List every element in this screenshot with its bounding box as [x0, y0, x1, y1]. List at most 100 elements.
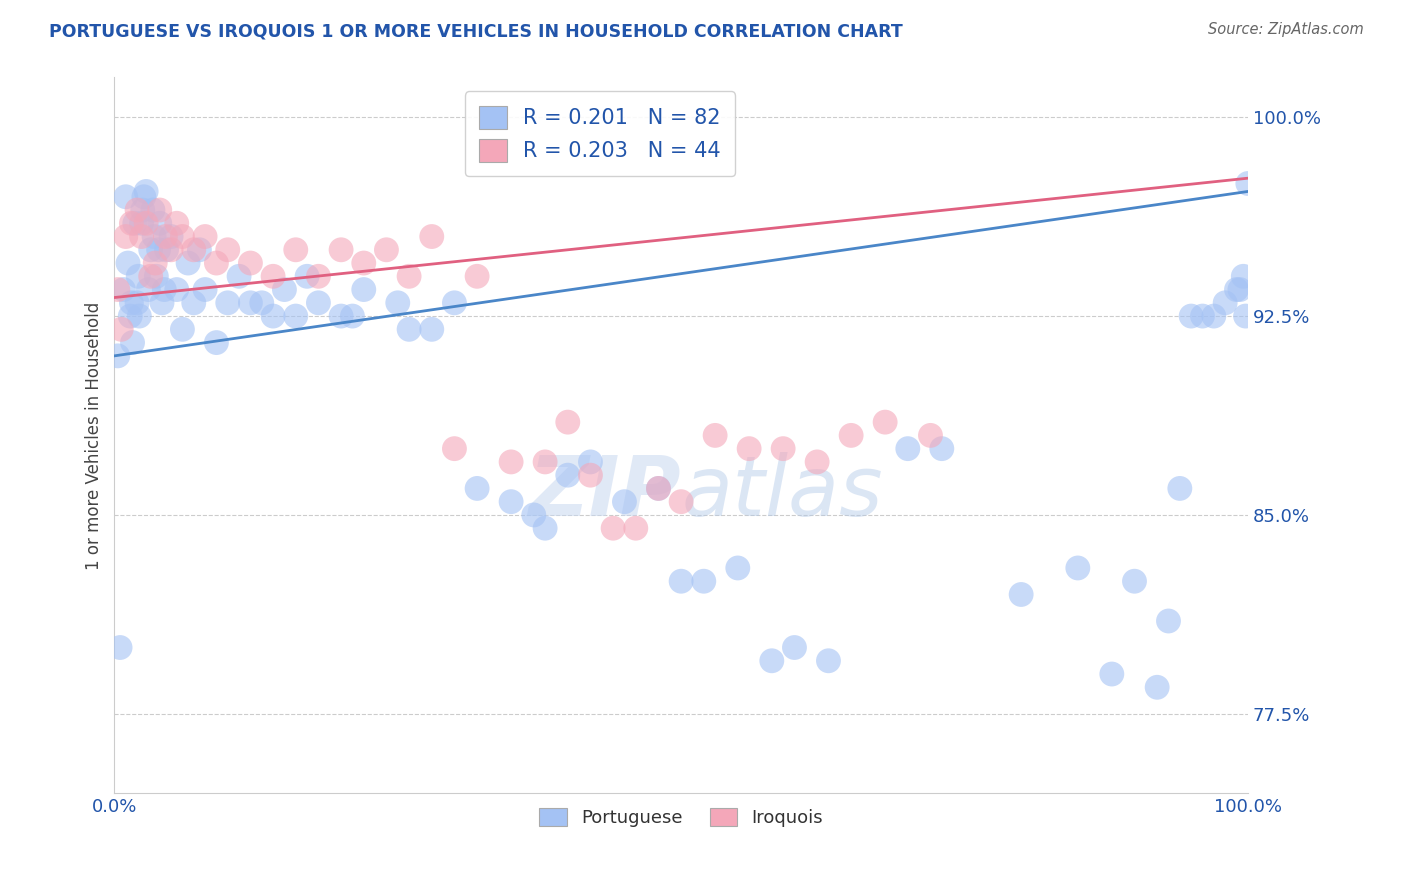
Point [132, 202, 155, 217]
Point [149, 216, 172, 230]
Point [557, 415, 579, 429]
Point [239, 295, 262, 310]
Point [228, 269, 250, 284]
Point [465, 482, 488, 496]
Point [217, 295, 239, 310]
Point [284, 243, 307, 257]
Point [121, 335, 143, 350]
Point [125, 202, 148, 217]
Point [1202, 309, 1225, 323]
Point [183, 295, 205, 310]
Point [148, 243, 170, 257]
Point [142, 202, 165, 217]
Point [205, 335, 228, 350]
Point [143, 256, 166, 270]
Point [387, 295, 409, 310]
Point [669, 574, 692, 589]
Point [1229, 283, 1251, 297]
Point [114, 190, 136, 204]
Point [295, 269, 318, 284]
Point [120, 309, 142, 323]
Point [420, 229, 443, 244]
Point [172, 322, 194, 336]
Point [330, 243, 353, 257]
Point [465, 269, 488, 284]
Point [112, 283, 135, 297]
Point [135, 185, 157, 199]
Point [1168, 482, 1191, 496]
Point [172, 229, 194, 244]
Point [443, 442, 465, 456]
Point [1232, 269, 1254, 284]
Point [250, 295, 273, 310]
Point [149, 202, 172, 217]
Point [183, 243, 205, 257]
Point [523, 508, 546, 522]
Point [262, 309, 284, 323]
Point [205, 256, 228, 270]
Point [139, 269, 162, 284]
Point [114, 229, 136, 244]
Point [194, 283, 217, 297]
Point [166, 283, 188, 297]
Point [132, 190, 155, 204]
Point [783, 640, 806, 655]
Point [217, 243, 239, 257]
Point [1234, 309, 1257, 323]
Point [153, 283, 176, 297]
Point [693, 574, 716, 589]
Point [1180, 309, 1202, 323]
Point [108, 640, 131, 655]
Point [284, 309, 307, 323]
Point [145, 269, 167, 284]
Point [817, 654, 839, 668]
Point [135, 216, 157, 230]
Point [420, 322, 443, 336]
Point [131, 229, 153, 244]
Point [738, 442, 761, 456]
Point [375, 243, 398, 257]
Point [177, 256, 200, 270]
Point [772, 442, 794, 456]
Point [624, 521, 647, 535]
Text: atlas: atlas [681, 452, 883, 533]
Point [307, 269, 329, 284]
Legend: Portuguese, Iroquois: Portuguese, Iroquois [533, 801, 830, 834]
Point [669, 494, 692, 508]
Point [613, 494, 636, 508]
Point [647, 482, 669, 496]
Point [931, 442, 953, 456]
Point [273, 283, 295, 297]
Point [160, 243, 183, 257]
Point [166, 216, 188, 230]
Point [1237, 177, 1260, 191]
Point [262, 269, 284, 284]
Point [128, 309, 150, 323]
Text: Source: ZipAtlas.com: Source: ZipAtlas.com [1208, 22, 1364, 37]
Point [124, 216, 146, 230]
Point [647, 482, 669, 496]
Point [110, 322, 132, 336]
Point [353, 256, 375, 270]
Point [1225, 283, 1247, 297]
Point [704, 428, 727, 442]
Point [602, 521, 624, 535]
Point [342, 309, 364, 323]
Point [143, 229, 166, 244]
Point [330, 309, 353, 323]
Point [897, 442, 920, 456]
Point [155, 243, 177, 257]
Point [557, 468, 579, 483]
Point [307, 295, 329, 310]
Point [160, 229, 183, 244]
Point [120, 216, 142, 230]
Point [501, 494, 523, 508]
Point [125, 295, 148, 310]
Point [443, 295, 465, 310]
Point [501, 455, 523, 469]
Text: ZIP: ZIP [529, 452, 681, 533]
Point [150, 295, 173, 310]
Point [579, 468, 602, 483]
Point [398, 322, 420, 336]
Point [1191, 309, 1213, 323]
